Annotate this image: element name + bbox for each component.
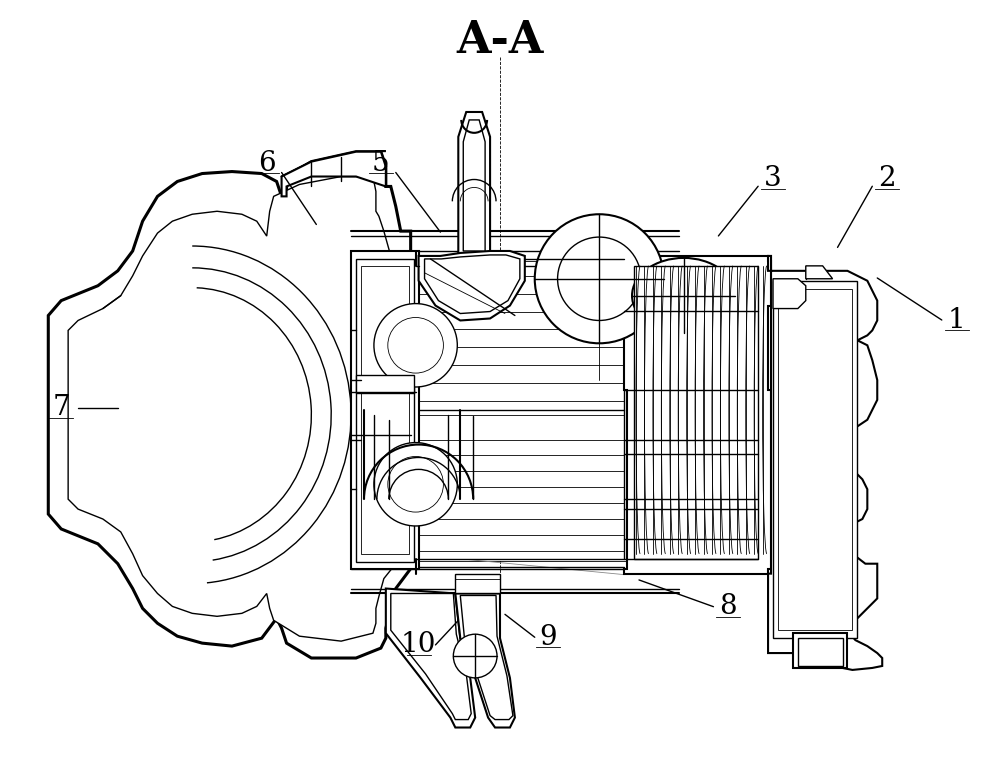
Polygon shape <box>455 594 515 728</box>
Circle shape <box>388 457 443 512</box>
Text: 3: 3 <box>764 165 782 192</box>
Circle shape <box>374 443 457 526</box>
Ellipse shape <box>632 258 735 333</box>
Ellipse shape <box>649 272 718 320</box>
Polygon shape <box>624 256 771 574</box>
Circle shape <box>558 237 641 320</box>
Bar <box>361 266 409 554</box>
Text: 9: 9 <box>539 624 556 651</box>
Polygon shape <box>768 256 882 670</box>
Text: 5: 5 <box>372 150 390 177</box>
Text: 7: 7 <box>52 394 70 421</box>
Polygon shape <box>425 255 520 313</box>
Polygon shape <box>386 588 475 728</box>
Circle shape <box>453 634 497 678</box>
Polygon shape <box>455 574 500 594</box>
Circle shape <box>388 317 443 373</box>
Text: A-A: A-A <box>456 19 544 62</box>
Bar <box>793 633 847 668</box>
Polygon shape <box>463 120 485 251</box>
Bar <box>351 251 419 569</box>
Text: 2: 2 <box>878 165 896 192</box>
Polygon shape <box>282 152 386 196</box>
Text: 1: 1 <box>948 306 966 333</box>
Text: 10: 10 <box>401 631 436 658</box>
Polygon shape <box>68 176 396 641</box>
Polygon shape <box>773 279 806 309</box>
Bar <box>356 259 414 562</box>
Polygon shape <box>460 595 513 720</box>
Polygon shape <box>419 251 525 320</box>
Bar <box>356 375 414 393</box>
Circle shape <box>374 303 457 387</box>
Polygon shape <box>391 594 471 720</box>
Polygon shape <box>48 152 411 658</box>
Bar <box>798 638 843 666</box>
Text: 6: 6 <box>258 150 276 177</box>
Bar <box>778 289 852 630</box>
Polygon shape <box>458 112 490 256</box>
Bar <box>416 266 624 559</box>
Bar <box>634 266 758 559</box>
Circle shape <box>535 214 664 343</box>
Text: 8: 8 <box>720 593 737 620</box>
Polygon shape <box>806 266 833 279</box>
Bar <box>773 281 857 638</box>
